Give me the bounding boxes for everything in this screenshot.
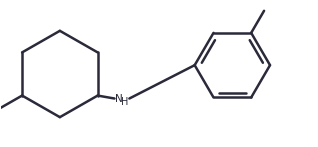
Text: H: H (121, 97, 128, 107)
Text: N: N (115, 95, 123, 105)
